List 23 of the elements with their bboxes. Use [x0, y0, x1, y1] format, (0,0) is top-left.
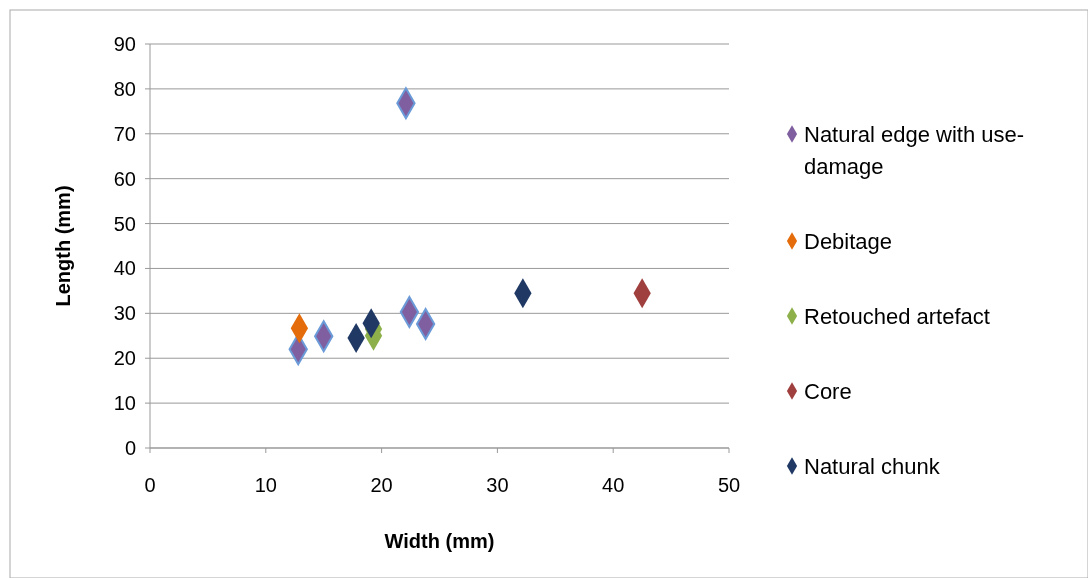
x-tick-label: 30: [486, 474, 509, 496]
legend-label: Debitage: [804, 228, 893, 254]
y-tick-label: 70: [113, 122, 136, 145]
y-tick-label: 90: [113, 33, 136, 55]
x-tick-label: 40: [602, 474, 625, 496]
y-tick-label: 0: [124, 437, 136, 459]
x-axis-title: Width (mm): [384, 530, 495, 552]
x-tick-label: 10: [254, 474, 277, 496]
y-tick-label: 30: [113, 302, 136, 325]
y-tick-label: 10: [113, 392, 136, 415]
y-axis-title: Length (mm): [52, 185, 74, 307]
x-tick-label: 20: [370, 474, 393, 496]
y-tick-label: 80: [113, 77, 136, 100]
legend-label: Natural chunk: [804, 453, 941, 479]
y-tick-label: 50: [113, 212, 136, 235]
legend-label: Natural edge with use-damage: [804, 121, 1025, 179]
x-tick-label: 50: [717, 474, 741, 496]
legend-label: Core: [804, 378, 852, 404]
y-tick-label: 20: [113, 347, 136, 370]
y-tick-label: 60: [113, 167, 136, 190]
x-tick-label: 0: [144, 474, 156, 496]
legend-label: Retouched artefact: [804, 303, 990, 329]
y-tick-label: 40: [113, 257, 136, 280]
